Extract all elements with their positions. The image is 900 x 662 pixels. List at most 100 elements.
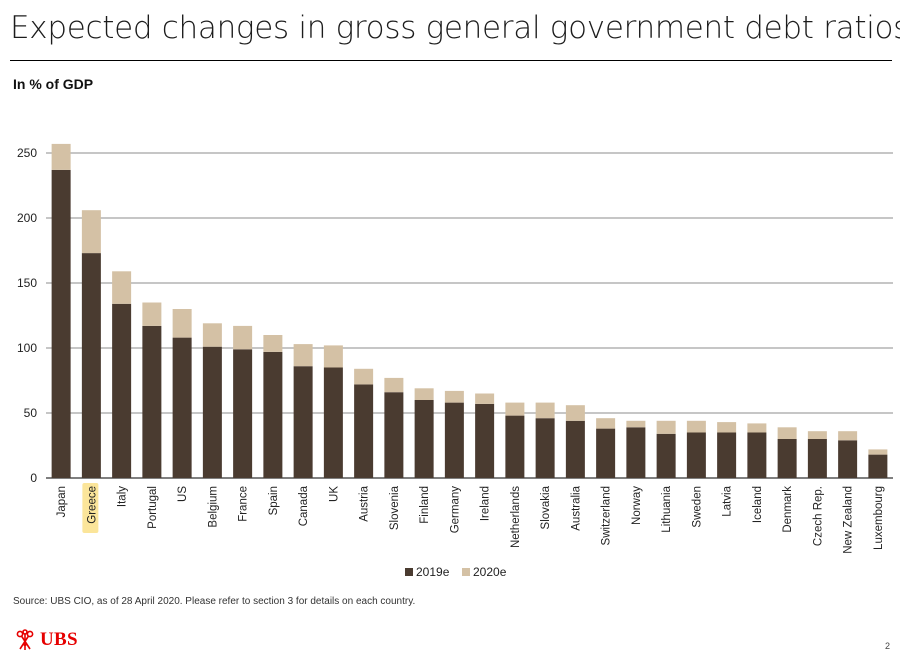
bar-2019e-25 <box>807 439 827 478</box>
bar-2020e-6 <box>233 325 253 350</box>
legend-swatch-2020e <box>462 568 470 576</box>
bar-2020e-0 <box>51 143 71 170</box>
bar-2020e-10 <box>354 368 374 385</box>
bar-2020e-21 <box>686 420 706 433</box>
bar-2019e-11 <box>384 392 404 478</box>
bar-2020e-27 <box>868 449 888 455</box>
category-label: Italy <box>117 486 129 507</box>
bar-2020e-25 <box>807 431 827 439</box>
bar-2019e-2 <box>112 303 132 478</box>
bar-2020e-7 <box>263 335 283 352</box>
category-label: Sweden <box>691 486 703 528</box>
bar-2020e-20 <box>656 420 676 434</box>
bar-2019e-13 <box>444 402 464 478</box>
bar-2019e-16 <box>535 418 555 478</box>
chart-subtitle: In % of GDP <box>13 76 94 92</box>
category-label: Slovakia <box>540 485 552 529</box>
bar-2019e-1 <box>81 253 101 478</box>
bar-2019e-23 <box>747 432 767 478</box>
category-label: Portugal <box>147 486 159 529</box>
page-title: Expected changes in gross general govern… <box>10 10 900 46</box>
bar-2019e-17 <box>565 420 585 478</box>
bar-2019e-4 <box>172 337 192 478</box>
y-tick-label: 150 <box>17 276 37 290</box>
category-label: Latvia <box>722 485 734 516</box>
bar-2020e-1 <box>81 210 101 254</box>
bar-2019e-15 <box>505 415 525 478</box>
category-label: New Zealand <box>843 486 855 554</box>
bar-2020e-12 <box>414 388 434 400</box>
bar-2020e-13 <box>444 390 464 403</box>
category-label: Switzerland <box>601 486 613 545</box>
bar-2019e-6 <box>233 349 253 478</box>
bar-2019e-12 <box>414 400 434 478</box>
category-label: US <box>177 486 189 502</box>
bar-2019e-20 <box>656 433 676 478</box>
keys-logo-icon <box>16 629 34 650</box>
category-label: France <box>238 486 250 522</box>
bar-2020e-23 <box>747 423 767 433</box>
bar-2019e-19 <box>626 427 646 478</box>
logo-text: UBS <box>40 629 78 650</box>
category-label: Belgium <box>207 486 219 528</box>
bar-2019e-8 <box>293 366 313 478</box>
y-tick-label: 0 <box>30 471 37 485</box>
y-tick-label: 100 <box>17 341 37 355</box>
category-label: UK <box>328 486 340 502</box>
bar-2020e-24 <box>777 427 797 439</box>
bar-2020e-19 <box>626 420 646 428</box>
bar-2020e-17 <box>565 405 585 421</box>
bar-2020e-9 <box>323 345 343 368</box>
bar-2020e-22 <box>717 422 737 433</box>
category-label: Ireland <box>480 486 492 521</box>
bar-2020e-26 <box>838 431 858 441</box>
category-label: Germany <box>449 486 461 534</box>
category-label: Canada <box>298 485 310 526</box>
category-label: Lithuania <box>661 485 673 532</box>
bar-2020e-14 <box>475 393 495 404</box>
category-label: Denmark <box>782 486 794 533</box>
bar-2020e-4 <box>172 309 192 338</box>
bar-2019e-10 <box>354 384 374 478</box>
bar-2020e-8 <box>293 344 313 367</box>
bar-2019e-21 <box>686 432 706 478</box>
bar-2019e-18 <box>596 428 616 478</box>
legend-label-2020e: 2020e <box>473 565 507 579</box>
category-label: Finland <box>419 486 431 524</box>
category-highlight <box>82 483 99 533</box>
bar-2019e-3 <box>142 325 162 478</box>
category-label: Slovenia <box>389 485 401 530</box>
bar-chart: 0 50 100 150 200 250 Japan Greece Italy Portugal U… <box>17 143 893 579</box>
legend-label-2019e: 2019e <box>416 565 450 579</box>
legend-swatch-2019e <box>405 568 413 576</box>
bar-2019e-26 <box>838 440 858 478</box>
category-label: Japan <box>56 486 68 517</box>
category-label: Iceland <box>752 486 764 523</box>
title-divider <box>10 60 892 61</box>
y-tick-label: 200 <box>17 211 37 225</box>
bar-2020e-16 <box>535 402 555 419</box>
bar-2020e-11 <box>384 377 404 393</box>
bar-2019e-7 <box>263 351 283 478</box>
bar-2019e-24 <box>777 439 797 478</box>
bar-2020e-18 <box>596 418 616 429</box>
y-tick-label: 50 <box>24 406 38 420</box>
category-label: Norway <box>631 486 643 525</box>
ubs-logo: UBS <box>14 628 78 652</box>
category-label: Greece <box>86 486 98 524</box>
category-label: Czech Rep. <box>812 486 824 546</box>
bar-2019e-22 <box>717 432 737 478</box>
bar-2019e-9 <box>323 367 343 478</box>
y-tick-label: 250 <box>17 146 37 160</box>
category-label: Australia <box>570 485 582 530</box>
bar-2020e-15 <box>505 402 525 416</box>
bar-2020e-3 <box>142 302 162 326</box>
category-label: Netherlands <box>510 486 522 548</box>
category-label: Austria <box>359 485 371 521</box>
bar-2019e-27 <box>868 454 888 478</box>
bar-2019e-14 <box>475 403 495 478</box>
bar-2020e-5 <box>202 323 222 347</box>
page-number: 2 <box>884 641 890 651</box>
bar-2019e-0 <box>51 169 71 478</box>
bar-2019e-5 <box>202 346 222 478</box>
